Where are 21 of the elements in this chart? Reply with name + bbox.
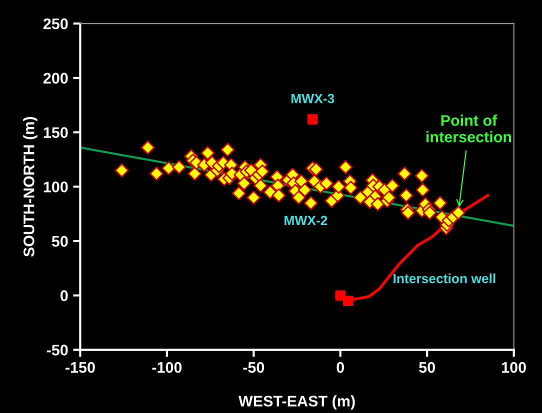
x-tick-label: 100 — [502, 362, 526, 373]
x-tick-label: -100 — [152, 362, 182, 373]
y-tick-label: 150 — [44, 127, 68, 138]
x-tick-label: -50 — [243, 362, 264, 373]
x-axis-title: WEST-EAST (m) — [238, 395, 355, 410]
y-tick-label: 100 — [44, 182, 68, 192]
y-axis-title: SOUTH-NORTH (m) — [23, 116, 38, 257]
annotation: Intersection well — [394, 274, 496, 284]
x-tick-label: -150 — [66, 362, 95, 373]
x-tick-label: 0 — [336, 362, 344, 373]
x-tick-label: 50 — [419, 362, 435, 373]
annotation: MWX-3 — [292, 94, 334, 104]
point — [343, 296, 354, 306]
y-tick-label: 200 — [43, 72, 68, 84]
y-tick-label: 0 — [60, 290, 68, 302]
y-tick-label: -50 — [46, 344, 68, 356]
annotation: MWX-2 — [284, 216, 328, 225]
annotation: Point of intersection — [426, 114, 512, 142]
y-tick-label: 50 — [52, 236, 68, 247]
point — [308, 114, 318, 124]
y-tick-label: 250 — [43, 18, 68, 30]
